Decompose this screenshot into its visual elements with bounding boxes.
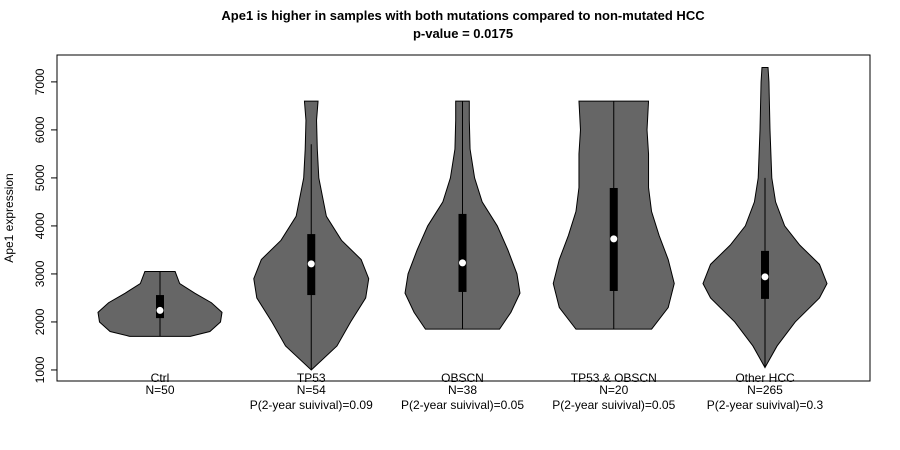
n-label: N=38	[448, 383, 477, 397]
n-label: N=265	[747, 383, 783, 397]
y-tick-label: 6000	[33, 116, 47, 143]
plot-frame	[56, 54, 871, 382]
x-tick-label: TP53 & OBSCN	[571, 371, 657, 385]
x-tick-label: Ctrl	[151, 371, 170, 385]
n-label: N=54	[297, 383, 326, 397]
x-tick-label: Other HCC	[735, 371, 795, 385]
median	[610, 235, 618, 243]
y-axis-label: Ape1 expression	[2, 173, 16, 262]
y-tick-label: 2000	[33, 308, 47, 335]
x-tick-label: TP53	[297, 371, 326, 385]
box	[156, 295, 164, 319]
survival-label: P(2-year suivival)=0.05	[552, 398, 675, 412]
chart-title: Ape1 is higher in samples with both muta…	[221, 8, 705, 23]
survival-label: P(2-year suivival)=0.3	[707, 398, 824, 412]
median	[307, 260, 315, 268]
y-tick-label: 7000	[33, 68, 47, 95]
n-label: N=20	[599, 383, 628, 397]
survival-label: P(2-year suivival)=0.09	[250, 398, 373, 412]
y-tick-label: 1000	[33, 356, 47, 383]
y-tick-label: 3000	[33, 260, 47, 287]
x-tick-label: OBSCN	[441, 371, 484, 385]
median	[459, 259, 466, 267]
y-tick-label: 5000	[33, 164, 47, 191]
median	[761, 273, 769, 281]
chart-subtitle: p-value = 0.0175	[413, 26, 513, 41]
box	[458, 213, 467, 292]
n-label: N=50	[145, 383, 174, 397]
median	[156, 306, 164, 314]
survival-label: P(2-year suivival)=0.05	[401, 398, 524, 412]
y-tick-label: 4000	[33, 212, 47, 239]
